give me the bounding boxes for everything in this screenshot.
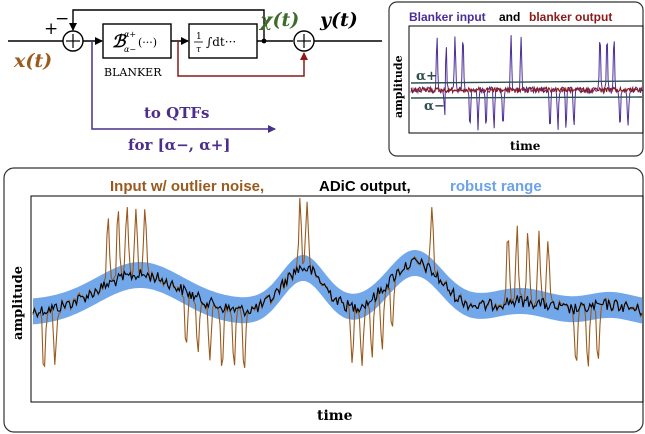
top-panel-title-part1: Blanker input [409,10,486,24]
plus-sign: + [44,19,58,39]
top-plot-area [408,25,644,134]
output-label: y(t) [319,9,358,31]
feedback-loop-line [69,9,265,41]
input-label: x(t) [13,50,52,72]
integrator-den: τ [196,45,202,55]
top-panel-title-and: and [499,10,520,24]
blanker-block [102,23,172,59]
main-title-part1: Input w/ outlier noise, [110,178,264,195]
blanker-block-sup: α+ [124,30,136,39]
top-ylabel: amplitude [392,55,405,118]
alpha-plus-bound-line [410,80,643,84]
chi-label: χ(t) [258,9,299,31]
integrator-body: ∫dt··· [206,35,236,49]
main-xlabel: time [317,408,353,424]
robust-range-band [33,250,642,325]
main-title-part2: ADiC output, [319,178,411,195]
minus-sign: − [55,9,69,29]
blanker-name-label: BLANKER [104,66,162,79]
block-diagram: ℬ α+ α− (···) BLANKER 1 τ ∫dt··· + − x(t… [8,9,382,154]
top-alpha-minus-label: α− [424,99,445,114]
integrator-num: 1 [196,32,202,42]
blanker-bypass-line [177,41,308,77]
blanker-block-args: (···) [138,36,157,49]
main-series-layer [32,197,643,368]
alpha-minus-bound-line [410,96,643,99]
main-title-part3: robust range [450,178,542,195]
top-xlabel: time [510,139,541,153]
main-panel: Input w/ outlier noise, ADiC output, rob… [3,167,644,433]
top-alpha-plus-label: α+ [416,69,437,84]
top-series-layer [410,35,643,131]
for-range-label: for [α−, α+] [128,136,230,154]
main-ylabel: amplitude [11,266,26,340]
main-plot-area [30,195,644,403]
adic-output-line [32,257,643,319]
to-qtfs-label: to QTFs [144,104,209,122]
blanker-output-line [410,85,643,95]
qtf-line [91,41,276,133]
blanker-block-symbol: ℬ [112,32,127,52]
blanker-block-sub: α− [124,45,136,54]
top-panel: Blanker input and blanker output α+ α− a… [388,1,644,157]
top-panel-title-part2: blanker output [529,10,612,24]
